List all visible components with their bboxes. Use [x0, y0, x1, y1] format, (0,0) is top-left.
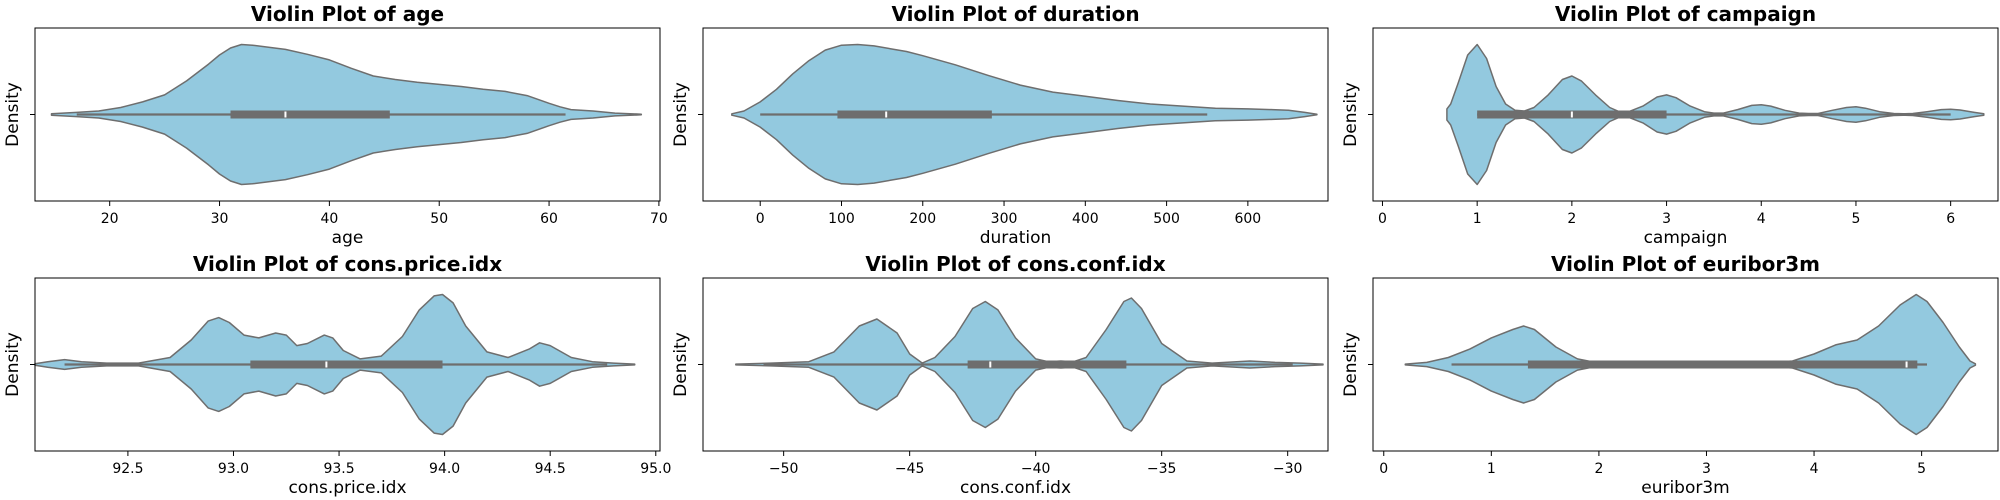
- x-tick-label: 300: [991, 211, 1018, 227]
- x-axis-label: cons.conf.idx: [960, 478, 1071, 498]
- x-tick-label: 60: [540, 211, 558, 227]
- x-tick-label: 0: [1378, 211, 1387, 227]
- x-tick-label: 50: [430, 211, 448, 227]
- x-tick-label: 2: [1567, 211, 1576, 227]
- x-tick-label: −35: [1147, 461, 1177, 477]
- x-tick-label: 200: [909, 211, 936, 227]
- x-tick-label: −45: [895, 461, 925, 477]
- x-tick-label: 93.0: [218, 461, 249, 477]
- violin-median-marker: [284, 111, 287, 118]
- violin-iqr-box: [967, 360, 1127, 369]
- chart-title: Violin Plot of cons.conf.idx: [865, 252, 1165, 276]
- y-axis-label: Density: [1341, 332, 1361, 397]
- chart-panel: Violin Plot of euribor3m 0 1 2 3 4 5 euribor3m D…: [1341, 252, 1999, 498]
- y-axis-label: Density: [671, 332, 691, 397]
- y-axis-label: Density: [3, 332, 23, 397]
- y-axis-label: Density: [671, 82, 691, 147]
- x-tick-label: 500: [1153, 211, 1180, 227]
- violin-iqr-box: [1527, 360, 1918, 369]
- x-axis-label: euribor3m: [1641, 478, 1730, 498]
- x-tick-label: 4: [1757, 211, 1766, 227]
- x-tick-label: 95.0: [640, 461, 671, 477]
- chart-panel: Violin Plot of duration 0 100 200 300 400 500 6…: [671, 2, 1329, 248]
- violin-iqr-box: [837, 110, 992, 119]
- x-tick-label: 600: [1234, 211, 1261, 227]
- y-axis-label: Density: [1341, 82, 1361, 147]
- x-tick-label: 30: [211, 211, 229, 227]
- x-tick-label: 2: [1594, 461, 1603, 477]
- x-axis-label: duration: [980, 228, 1052, 248]
- x-tick-label: 40: [320, 211, 338, 227]
- x-tick-label: 5: [1851, 211, 1860, 227]
- x-tick-label: 6: [1946, 211, 1955, 227]
- x-tick-label: −30: [1273, 461, 1303, 477]
- x-tick-label: 0: [1379, 461, 1388, 477]
- x-axis-label: campaign: [1644, 228, 1728, 248]
- chart-title: Violin Plot of campaign: [1555, 2, 1816, 26]
- x-tick-label: 4: [1810, 461, 1819, 477]
- x-tick-label: 70: [650, 211, 668, 227]
- y-axis-label: Density: [3, 82, 23, 147]
- x-tick-label: 100: [828, 211, 855, 227]
- chart-panel: Violin Plot of age 20 30 40 50 60 70 age Density: [3, 2, 668, 248]
- violin-median-marker: [1570, 111, 1573, 118]
- violin-median-marker: [1905, 361, 1908, 368]
- x-axis-label: age: [332, 228, 364, 248]
- x-tick-label: 5: [1917, 461, 1926, 477]
- x-tick-label: 93.5: [323, 461, 354, 477]
- violin-median-marker: [325, 361, 328, 368]
- x-tick-label: 400: [1072, 211, 1099, 227]
- x-tick-label: 3: [1702, 461, 1711, 477]
- violin-iqr-box: [250, 360, 443, 369]
- x-tick-label: −40: [1021, 461, 1051, 477]
- x-axis-label: cons.price.idx: [288, 478, 406, 498]
- x-tick-label: 0: [756, 211, 765, 227]
- chart-title: Violin Plot of duration: [891, 2, 1139, 26]
- chart-title: Violin Plot of age: [251, 2, 444, 26]
- chart-panel: Violin Plot of cons.price.idx 92.5 93.0 93.…: [3, 252, 671, 498]
- chart-title: Violin Plot of cons.price.idx: [193, 252, 502, 276]
- x-tick-label: 94.5: [535, 461, 566, 477]
- violin-median-marker: [989, 361, 992, 368]
- x-tick-label: 94.0: [429, 461, 460, 477]
- x-tick-label: 92.5: [112, 461, 143, 477]
- chart-title: Violin Plot of euribor3m: [1551, 252, 1820, 276]
- violin-iqr-box: [230, 110, 390, 119]
- x-tick-label: 20: [101, 211, 119, 227]
- x-tick-label: 3: [1662, 211, 1671, 227]
- violin-median-marker: [885, 111, 888, 118]
- chart-panel: Violin Plot of campaign 0 1 2 3 4 5 6 campaign De…: [1341, 2, 1999, 248]
- x-tick-label: −50: [769, 461, 799, 477]
- x-tick-label: 1: [1473, 211, 1482, 227]
- chart-panel: Violin Plot of cons.conf.idx −50 −45 −40 −35…: [671, 252, 1329, 498]
- x-tick-label: 1: [1487, 461, 1496, 477]
